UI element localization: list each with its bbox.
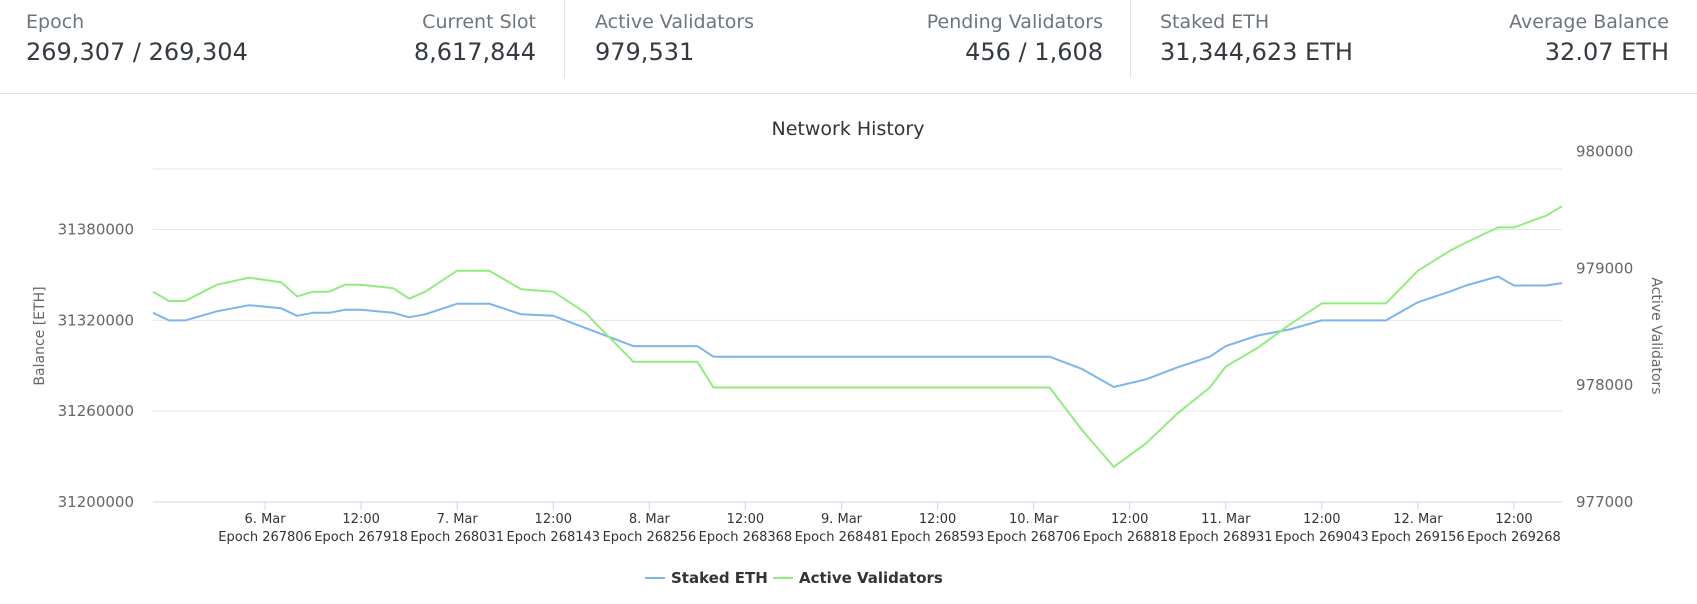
x-tick-epoch: Epoch 268256 <box>603 530 697 545</box>
stat-label: Average Balance <box>1509 11 1669 33</box>
x-tick-date: 12:00 <box>342 512 379 527</box>
y-left-tick-label: 31320000 <box>58 311 134 329</box>
gridlines <box>153 168 1562 412</box>
x-tick-date: 12:00 <box>1303 512 1340 527</box>
x-tick-date: 12. Mar <box>1393 512 1443 527</box>
y-right-tick-label: 977000 <box>1576 493 1633 511</box>
x-tick-date: 12:00 <box>1495 512 1532 527</box>
stat-label: Current Slot <box>422 11 536 33</box>
stat-value: 269,307 / 269,304 <box>26 38 248 66</box>
x-tick-date: 8. Mar <box>629 512 671 527</box>
network-history-chart[interactable]: Network History 6. Mar Epoch 267806 12:00 E… <box>0 94 1697 604</box>
stat-label: Epoch <box>26 11 85 33</box>
stat-value: 456 / 1,608 <box>965 38 1103 66</box>
y-left-tick-label: 31380000 <box>58 221 134 239</box>
legend-item[interactable]: Active Validators <box>799 569 943 587</box>
y-axis-left-title: Balance [ETH] <box>32 286 48 385</box>
x-tick-epoch: Epoch 267918 <box>314 530 408 545</box>
y-axis-left: 31200000 31260000 31320000 31380000 <box>58 221 134 511</box>
stat-value: 979,531 <box>595 38 695 66</box>
y-left-tick-label: 31260000 <box>58 402 134 420</box>
x-axis-ticks: 6. Mar Epoch 267806 12:00 Epoch 267918 7. Ma… <box>218 502 1561 545</box>
y-right-tick-label: 978000 <box>1576 376 1633 394</box>
series-group <box>152 205 1563 468</box>
stat-label: Pending Validators <box>926 11 1103 33</box>
y-left-tick-label: 31200000 <box>58 493 134 511</box>
divider <box>1130 0 1131 78</box>
x-tick-epoch: Epoch 268368 <box>699 530 793 545</box>
chart-title: Network History <box>772 118 925 140</box>
x-tick-epoch: Epoch 269268 <box>1467 530 1561 545</box>
x-tick-date: 10. Mar <box>1009 512 1059 527</box>
y-right-tick-label: 980000 <box>1576 142 1633 160</box>
x-tick-date: 12:00 <box>919 512 956 527</box>
x-tick-epoch: Epoch 268931 <box>1179 530 1273 545</box>
x-tick-date: 6. Mar <box>245 512 287 527</box>
stat-average-balance: Average Balance 32.07 ETH <box>1509 10 1669 68</box>
divider <box>564 0 565 78</box>
x-tick-epoch: Epoch 268481 <box>795 530 889 545</box>
legend-item[interactable]: Staked ETH <box>671 569 768 587</box>
stat-active-validators: Active Validators 979,531 <box>595 10 754 68</box>
stat-value: 31,344,623 ETH <box>1160 38 1353 66</box>
x-tick-epoch: Epoch 269043 <box>1275 530 1369 545</box>
stat-staked-eth: Staked ETH 31,344,623 ETH <box>1160 10 1353 68</box>
series-line-active-validators[interactable] <box>152 205 1563 468</box>
x-tick-epoch: Epoch 268593 <box>891 530 985 545</box>
x-tick-epoch: Epoch 268818 <box>1083 530 1177 545</box>
x-tick-date: 7. Mar <box>437 512 479 527</box>
stats-bar: Epoch 269,307 / 269,304 Current Slot 8,6… <box>0 0 1697 94</box>
y-axis-right: 977000 978000 979000 980000 <box>1576 142 1633 511</box>
x-tick-date: 12:00 <box>535 512 572 527</box>
y-right-tick-label: 979000 <box>1576 259 1633 277</box>
x-tick-date: 11. Mar <box>1201 512 1251 527</box>
stat-epoch: Epoch 269,307 / 269,304 <box>26 10 248 68</box>
x-tick-epoch: Epoch 268143 <box>506 530 600 545</box>
x-tick-date: 9. Mar <box>821 512 863 527</box>
x-tick-epoch: Epoch 268031 <box>410 530 504 545</box>
y-axis-right-title: Active Validators <box>1648 277 1664 394</box>
stat-value: 32.07 ETH <box>1544 38 1669 66</box>
stat-pending-validators: Pending Validators 456 / 1,608 <box>927 10 1103 68</box>
stat-label: Active Validators <box>595 11 755 33</box>
stat-value[interactable]: 8,617,844 <box>413 38 536 66</box>
x-tick-epoch: Epoch 267806 <box>218 530 312 545</box>
x-tick-epoch: Epoch 268706 <box>987 530 1081 545</box>
x-tick-date: 12:00 <box>1111 512 1148 527</box>
x-tick-epoch: Epoch 269156 <box>1371 530 1465 545</box>
legend: Staked ETH Active Validators <box>645 569 943 587</box>
series-line-staked-eth[interactable] <box>152 275 1563 388</box>
stat-label: Staked ETH <box>1160 11 1270 33</box>
x-tick-date: 12:00 <box>727 512 764 527</box>
stat-current-slot: Current Slot 8,617,844 <box>414 10 536 68</box>
